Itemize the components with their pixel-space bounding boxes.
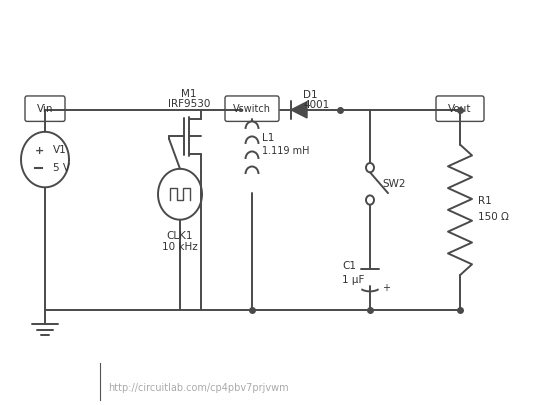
Text: ∼W∼: ∼W∼ [20, 382, 38, 392]
Text: +: + [382, 283, 390, 293]
Text: 1.119 mH: 1.119 mH [262, 147, 309, 156]
Text: 5 V: 5 V [53, 163, 70, 173]
Text: 150 Ω: 150 Ω [478, 212, 509, 222]
Text: +: + [35, 147, 44, 156]
Text: 10 kHz: 10 kHz [162, 243, 198, 252]
Text: R1: R1 [478, 196, 492, 206]
Text: V1: V1 [53, 145, 67, 155]
Text: IRF9530: IRF9530 [168, 99, 210, 109]
Text: CLK1: CLK1 [167, 231, 193, 241]
FancyBboxPatch shape [436, 96, 484, 122]
Text: abrose1 / Buck Boost Converter: abrose1 / Buck Boost Converter [108, 369, 294, 379]
Circle shape [366, 163, 374, 172]
Text: M1: M1 [181, 89, 197, 99]
Text: LAB: LAB [52, 382, 76, 392]
Polygon shape [291, 102, 307, 118]
Text: D1: D1 [303, 90, 318, 100]
FancyBboxPatch shape [25, 96, 65, 122]
Text: SW2: SW2 [382, 179, 406, 189]
Text: Vswitch: Vswitch [233, 104, 271, 114]
FancyBboxPatch shape [225, 96, 279, 122]
Text: ▶: ▶ [42, 382, 49, 391]
Text: 1 μF: 1 μF [342, 275, 364, 285]
Text: CIRCUIT: CIRCUIT [20, 367, 70, 377]
Circle shape [366, 195, 374, 205]
Text: C1: C1 [342, 261, 356, 271]
Text: Vin: Vin [37, 104, 53, 114]
Text: Vout: Vout [448, 104, 472, 114]
Text: http://circuitlab.com/cp4pbv7prjvwm: http://circuitlab.com/cp4pbv7prjvwm [108, 383, 288, 393]
Text: L1: L1 [262, 132, 274, 143]
Text: 4001: 4001 [303, 100, 329, 110]
